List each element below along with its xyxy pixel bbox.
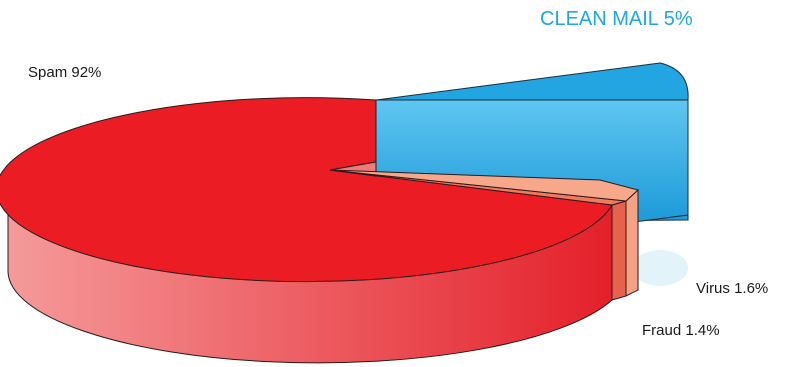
slice-virus-top (329, 169, 640, 202)
slice-spam-top (0, 97, 613, 283)
label-spam: Spam 92% (28, 64, 102, 81)
label-virus: Virus 1.6% (696, 280, 769, 297)
label-clean-mail: CLEAN MAIL 5% (540, 8, 693, 30)
label-fraud: Fraud 1.4% (642, 322, 720, 339)
slice-virus-side (625, 188, 639, 297)
slice-fraud-side (611, 200, 627, 301)
chart-shadow (632, 250, 688, 286)
slice-clean-mail-top (375, 62, 689, 101)
